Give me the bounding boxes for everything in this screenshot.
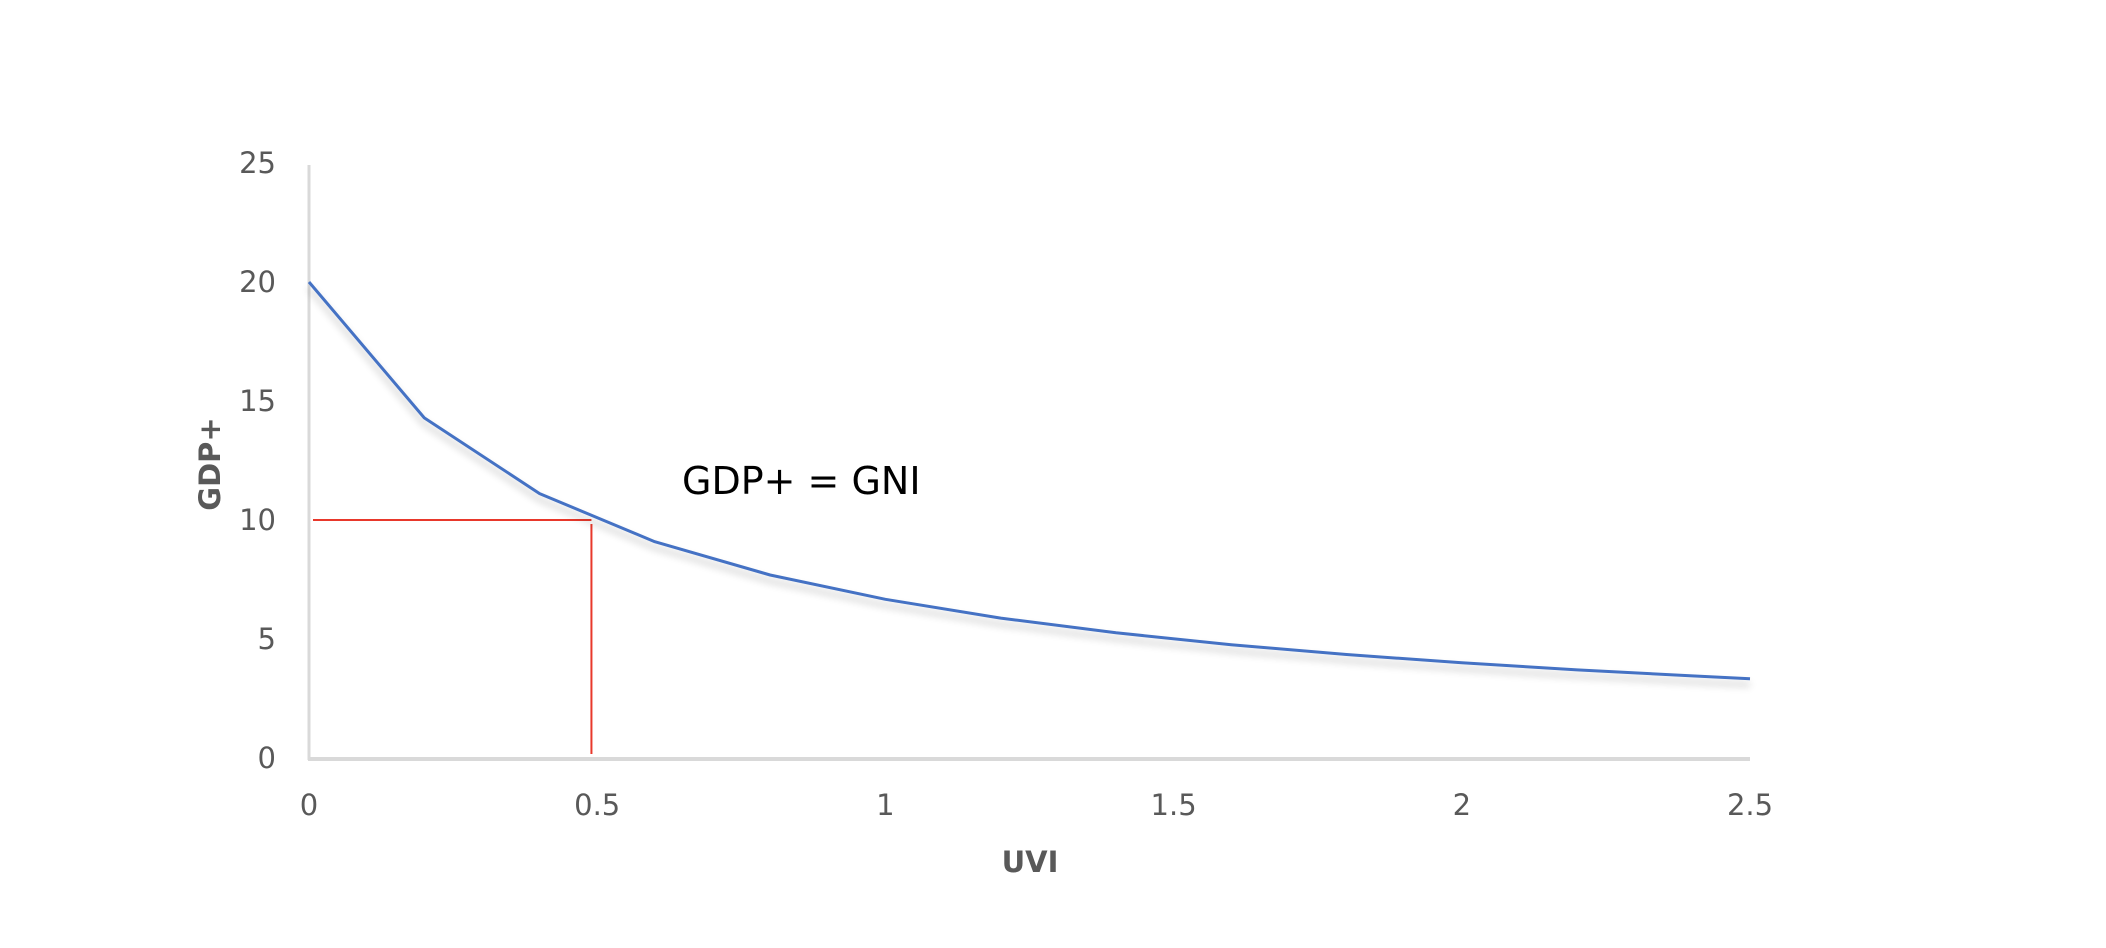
x-tick-label: 2: [1453, 788, 1471, 822]
y-axis-ticks: 0 5 10 15 20 25: [239, 146, 276, 775]
data-series: [307, 281, 1751, 681]
x-tick-label: 2.5: [1727, 788, 1773, 822]
y-tick-label: 5: [258, 622, 276, 656]
axes: [307, 165, 1750, 761]
y-axis-title: GDP+: [193, 417, 227, 510]
x-tick-label: 0: [300, 788, 318, 822]
y-tick-label: 20: [239, 265, 276, 299]
y-tick-label: 15: [239, 384, 276, 418]
x-tick-label: 0.5: [574, 788, 620, 822]
x-axis-title: UVI: [1002, 845, 1059, 879]
y-tick-label: 0: [258, 741, 276, 775]
series-line: [307, 281, 1751, 681]
x-axis-ticks: 0 0.5 1 1.5 2 2.5: [300, 788, 1773, 822]
y-tick-label: 10: [239, 503, 276, 537]
y-tick-label: 25: [239, 146, 276, 180]
x-tick-label: 1.5: [1151, 788, 1197, 822]
x-tick-label: 1: [876, 788, 894, 822]
reference-lines: [313, 519, 593, 754]
curve-annotation: GDP+ = GNI: [682, 459, 921, 503]
